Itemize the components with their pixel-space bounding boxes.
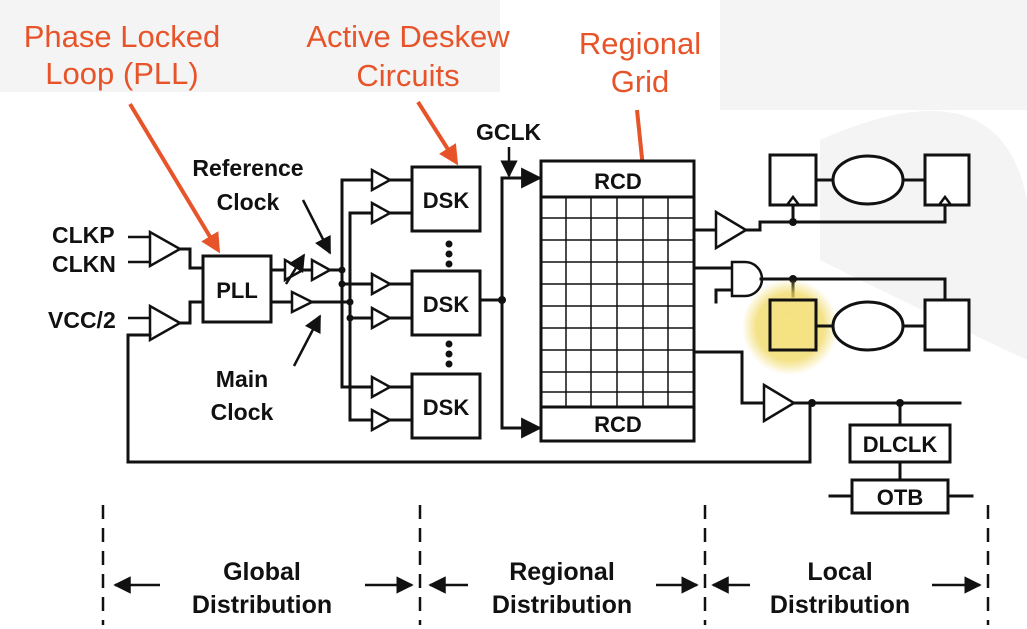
callout-deskew-line2: Circuits [356,58,459,93]
logic-2 [831,300,905,352]
callout-deskew-line1: Active Deskew [306,19,510,54]
ref-clock-line1: Reference [192,155,303,181]
otb-block [850,478,950,515]
label-vcc2: VCC/2 [48,307,116,333]
callout-pll-line1: Phase Locked [24,19,220,54]
local-line2: Distribution [770,591,910,619]
main-clock-line2: Clock [211,399,274,425]
clock-buffers [269,253,352,315]
ref-clock-line2: Clock [217,189,280,215]
regional-grid: RCD RCD [539,159,696,443]
callout-pll-line2: Loop (PLL) [45,56,198,91]
main-clock-arrow [292,314,322,367]
main-clock-line1: Main [216,366,268,392]
pll-label: PLL [216,278,258,303]
rcd-bottom-label: RCD [594,412,642,437]
global-line2: Distribution [192,591,332,619]
regional-line2: Distribution [492,591,632,619]
and-gate [730,260,764,298]
dsk-label: DSK [423,395,470,420]
label-clkn: CLKN [52,251,116,277]
callout-pll-arrow [128,102,221,254]
logic-1 [831,154,905,206]
local-line1: Local [807,558,872,586]
callout-deskew: Active Deskew Circuits [306,19,510,166]
callout-grid-line2: Grid [611,64,670,99]
local-distribution: DLCLK OTB [692,153,974,515]
input-receiver-vcc [148,303,183,343]
callout-pll: Phase Locked Loop (PLL) [24,19,221,254]
dlclk-label: DLCLK [863,432,938,457]
input-section: CLKP CLKN VCC/2 [48,222,812,464]
callout-deskew-arrow [416,100,459,166]
section-dividers [101,505,990,625]
regional-bus: GCLK [476,119,543,439]
section-labels: Global Distribution Regional Distributio… [192,558,910,619]
dsk-block-1: DSK [410,165,482,233]
pll-block: PLL [201,254,273,324]
dsk-label: DSK [423,292,470,317]
gclk-label: GCLK [476,119,542,145]
label-clkp: CLKP [52,222,115,248]
ellipsis-dots [445,240,453,368]
latch-4 [923,298,971,352]
dsk-label: DSK [423,188,470,213]
latch-2 [923,153,971,207]
dsk-block-2: DSK [410,269,482,337]
ref-clock-arrow [301,199,332,255]
otb-label: OTB [877,485,923,510]
deskew-fanout [338,167,414,433]
dsk-block-3: DSK [410,372,482,440]
regional-line1: Regional [509,558,615,586]
rcd-top-label: RCD [594,169,642,194]
callout-grid-line1: Regional [579,26,701,61]
global-line1: Global [223,558,301,586]
input-receiver-clk [148,229,183,269]
